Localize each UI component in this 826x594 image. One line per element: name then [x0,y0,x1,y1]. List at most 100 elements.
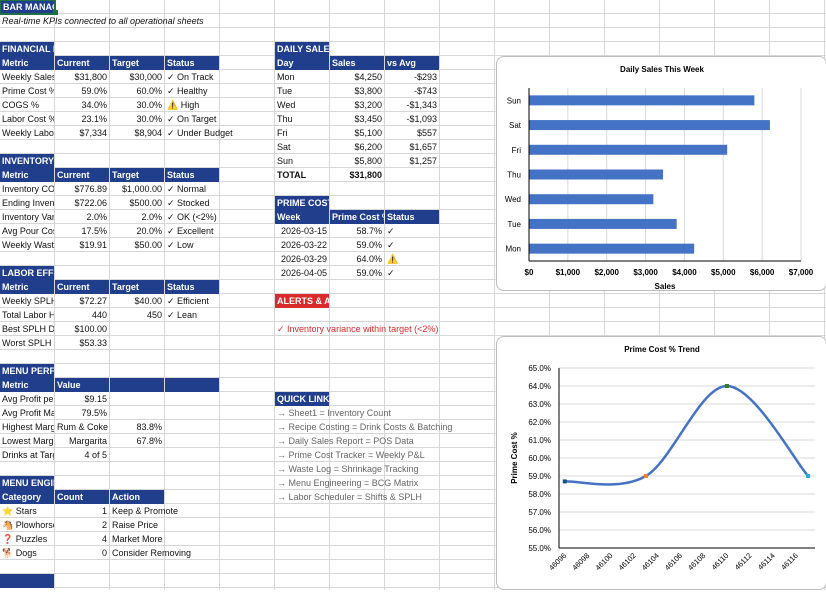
table-cell: 1 [101,506,107,516]
table-cell: 2026-04-05 [280,268,327,278]
y-tick-label: 62.0% [528,418,551,427]
x-tick-label: $4,000 [672,268,697,277]
table-cell: ⚠️ High [167,100,200,110]
table-cell: Total Labor H [2,310,54,320]
table-cell: 2.0% [86,212,107,222]
column-header: Day [275,56,329,70]
y-tick-label: 60.0% [528,454,551,463]
table-cell: Weekly Labor [2,128,54,138]
table-cell: Raise Price [112,520,159,530]
table-cell: ✓ Lean [167,310,198,320]
x-tick-label: 46108 [686,551,707,572]
y-tick-label: Sun [507,96,521,105]
quick-link[interactable]: → Waste Log = Shrinkage Tracking [277,464,419,474]
x-tick-label: 46096 [547,551,568,572]
table-cell: $8,904 [134,128,162,138]
daily-sales-chart[interactable]: Daily Sales This Week $0 $1,000 $2,000 $3,00… [496,56,826,291]
column-header: Status [385,210,439,224]
table-cell: $722.06 [74,198,107,208]
table-cell: ✓ Efficient [167,296,209,306]
quick-link[interactable]: → Recipe Costing = Drink Costs & Batchin… [277,422,453,432]
x-tick-label: $1,000 [556,268,581,277]
table-cell: $53.33 [79,338,107,348]
y-tick-label: 63.0% [528,400,551,409]
quick-link[interactable]: → Prime Cost Tracker = Weekly P&L [277,450,425,460]
quick-link[interactable]: → Daily Sales Report = POS Data [277,436,414,446]
y-tick-label: Thu [507,171,521,180]
table-cell: ✓ OK (<2%) [167,212,217,222]
column-header: Target [110,56,164,70]
table-cell: Sun [277,156,294,166]
table-cell: $30,000 [129,72,162,82]
table-cell: 30.0% [136,114,162,124]
table-cell: 4 [101,534,107,544]
quick-link[interactable]: → Menu Engineering = BCG Matrix [277,478,419,488]
prime-cost-trend-chart[interactable]: Prime Cost % Trend 55.0% 56.0% 57.0% 58.0% 59… [496,336,826,590]
inventory-section-title: INVENTORY & [0,154,54,168]
table-cell: $19.91 [79,240,107,250]
table-cell: Highest Margi [2,422,54,432]
chart-title: Prime Cost % Trend [624,345,700,354]
y-tick-label: Fri [512,146,522,155]
x-tick-label: $2,000 [594,268,619,277]
table-cell: ✓ On Track [167,72,214,82]
table-cell: 58.7% [356,226,382,236]
bar-tue [529,218,677,229]
table-cell: Prime Cost % [2,86,54,96]
chart-title: Daily Sales This Week [620,65,704,74]
table-cell: Keep & Promote [112,506,179,516]
bar-mon [529,243,695,254]
table-cell: $7,334 [79,128,107,138]
table-cell: Best SPLH Da [2,324,54,334]
table-cell: 🐴 Plowhorse [2,520,54,530]
y-tick-label: Tue [508,220,522,229]
table-cell: ✓ [387,240,395,250]
quick-links-section-title: QUICK LINKS [275,392,329,406]
x-tick-label: $6,000 [750,268,775,277]
table-cell: -$1,343 [406,100,437,110]
table-cell: -$1,093 [406,114,437,124]
column-header: Metric [0,168,54,182]
table-cell: $6,200 [354,142,382,152]
x-tick-label: $0 [525,268,534,277]
table-cell: Worst SPLH D [2,338,54,348]
x-tick-label: 46102 [617,551,638,572]
prime_cost-section-title: PRIME COST [275,196,329,210]
table-cell: ✓ On Target [167,114,217,124]
table-cell: Market More [112,534,163,544]
table-cell: $1,000.00 [121,184,162,194]
column-header: Target [110,168,164,182]
table-cell: $3,200 [354,100,382,110]
table-cell: Avg Pour Cost [2,226,54,236]
title-cell[interactable]: BAR MANAG [0,0,59,15]
quick-link[interactable]: → Sheet1 = Inventory Count [277,408,391,418]
table-cell: 2 [101,520,107,530]
table-cell: ✓ Low [167,240,194,250]
column-header: Status [165,168,219,182]
bar-fri [529,144,728,155]
table-cell: 59.0% [356,268,382,278]
table-cell: 2026-03-15 [280,226,327,236]
table-cell: Drinks at Targ [2,450,54,460]
fill-handle[interactable] [53,10,58,15]
table-cell: $5,100 [354,128,382,138]
x-tick-label: 46098 [570,551,591,572]
x-tick-label: 46114 [756,551,777,572]
column-header: Current [55,56,109,70]
table-cell: -$743 [413,86,437,96]
quick-link[interactable]: → Labor Scheduler = Shifts & SPLH [277,492,422,502]
x-tick-label: 46110 [710,551,731,572]
column-header: Current [55,280,109,294]
table-cell: $5,800 [354,156,382,166]
column-header: Target [110,280,164,294]
table-cell: $9.15 [84,394,107,404]
table-cell: $500.00 [129,198,162,208]
table-cell: Avg Profit Mar [2,408,54,418]
table-cell: Rum & Coke [57,422,109,432]
column-header: vs Avg [385,56,439,70]
data-point [643,474,648,478]
table-cell: $31,800 [74,72,107,82]
table-cell: ✓ Healthy [167,86,208,96]
x-tick-label: 46100 [593,551,614,572]
